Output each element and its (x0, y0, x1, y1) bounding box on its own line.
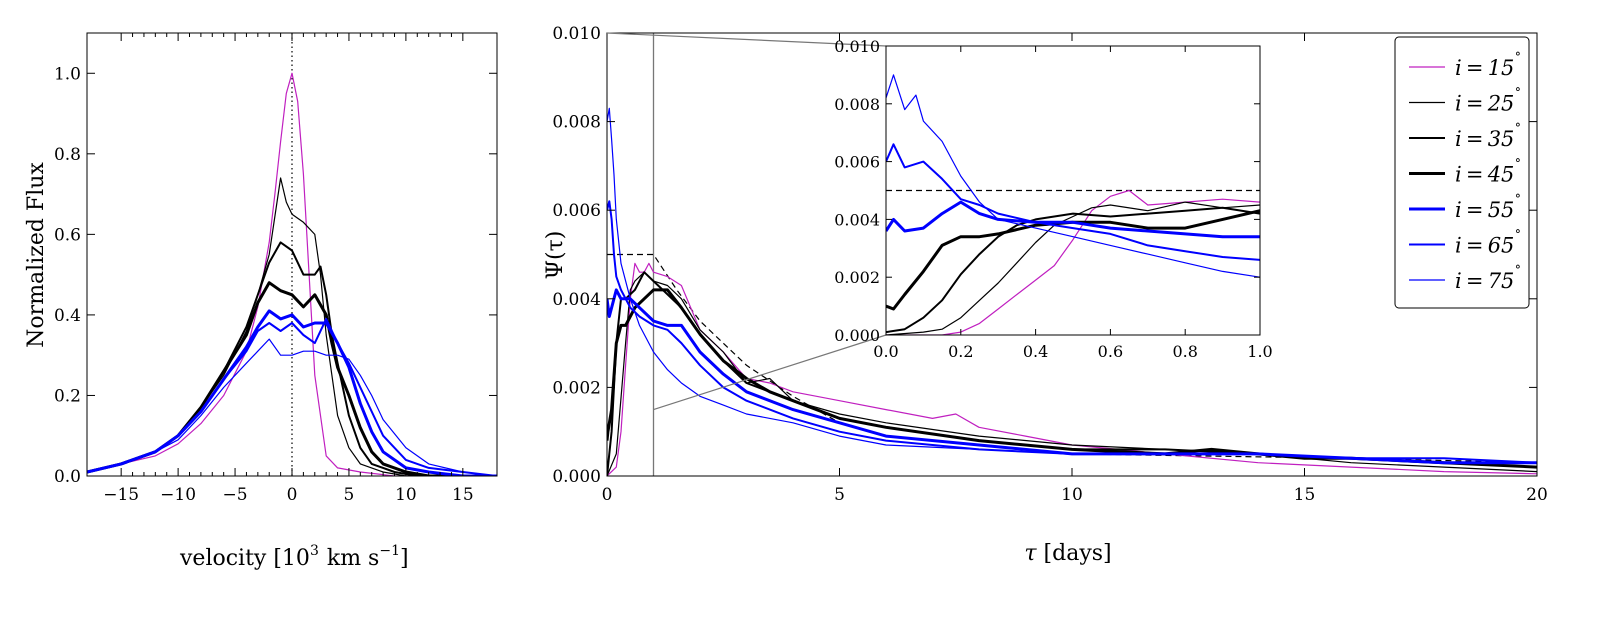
left-ytick-label: 0.0 (54, 467, 81, 487)
legend-label: i = 65˚ (1455, 229, 1521, 258)
left-ytick-label: 0.6 (54, 225, 81, 245)
left-ytick-label: 0.8 (54, 145, 81, 165)
right-xtick-label: 15 (1294, 485, 1316, 505)
left-xtick-label: 5 (344, 485, 355, 505)
inset-xtick-label: 0.0 (873, 342, 898, 361)
inset-ytick-label: 0.004 (834, 210, 880, 229)
inset-ytick-label: 0.002 (834, 268, 880, 287)
inset-series-i-35 (886, 206, 1260, 334)
zoom-connector-top (606, 32, 887, 47)
left-series-i-75 (87, 338, 497, 476)
left-xtick-label: −15 (103, 485, 139, 505)
left-xtick-label: −5 (223, 485, 248, 505)
legend-label: i = 75˚ (1455, 264, 1521, 293)
legend-degree: ˚ (1514, 51, 1521, 68)
legend-box (1394, 36, 1530, 309)
legend-label: i = 55˚ (1455, 193, 1521, 222)
right-xtick-label: 5 (834, 485, 845, 505)
inset-series-i-15 (886, 189, 1260, 335)
inset-xtick-label: 0.2 (948, 342, 973, 361)
inset-xtick-label: 0.8 (1172, 342, 1197, 361)
right-ytick-label: 0.000 (552, 467, 601, 487)
left-xlabel-close: ] (400, 546, 409, 571)
legend-label: i = 25˚ (1455, 87, 1521, 116)
legend-degree: ˚ (1514, 229, 1521, 246)
right-series-group (607, 33, 1537, 476)
left-xtick-label: 10 (395, 485, 417, 505)
right-xlabel-symbol: τ (1024, 541, 1037, 566)
inset-plot-area (886, 46, 1260, 335)
inset-series-i-45 (886, 209, 1260, 311)
left-ylabel: Normalized Flux (24, 162, 49, 348)
right-series-i-75 (607, 107, 1537, 464)
inset-ytick-label: 0.010 (834, 37, 880, 56)
right-xtick-label: 10 (1061, 485, 1083, 505)
inset-series-i-75 (886, 74, 1260, 278)
left-series-i-65 (87, 317, 497, 476)
inset-xtick-label: 1.0 (1247, 342, 1272, 361)
legend-degree: ˚ (1514, 122, 1521, 139)
left-ytick-label: 0.4 (54, 306, 81, 326)
right-xlabel-rest: [days] (1037, 541, 1112, 566)
left-ytick-label: 1.0 (54, 64, 81, 84)
right-ytick-label: 0.004 (552, 290, 601, 310)
legend-label: i = 35˚ (1455, 122, 1521, 151)
right-ytick-label: 0.010 (552, 24, 601, 44)
legend-degree: ˚ (1514, 193, 1521, 210)
left-ytick-label: 0.2 (54, 386, 81, 406)
legend-degree: ˚ (1514, 87, 1521, 104)
legend: i = 15˚ i = 25˚ i = 35˚ i = 45˚ i = 55˚ i = 6… (1394, 36, 1530, 309)
right-ylabel: Ψ(τ) (543, 231, 568, 280)
inset-ytick-label: 0.008 (834, 95, 880, 114)
transfer-function-inset: 0.0 0.2 0.4 0.6 0.8 1.0 0.000 0.002 0.004 0.006 0.… (606, 32, 1273, 411)
left-xtick-label: −10 (160, 485, 196, 505)
left-xlabel-main: velocity [10 (179, 546, 310, 571)
legend-label: i = 45˚ (1455, 158, 1521, 187)
left-series-i-15 (87, 72, 497, 476)
legend-degree: ˚ (1514, 158, 1521, 175)
inset-series-group (886, 74, 1260, 335)
right-ytick-label: 0.008 (552, 113, 601, 133)
left-xlabel-exp: −1 (379, 543, 400, 559)
left-series-i-45 (87, 281, 497, 476)
right-xtick-label: 20 (1526, 485, 1548, 505)
right-xlabel: τ [days] (1024, 541, 1111, 566)
inset-xtick-label: 0.4 (1023, 342, 1048, 361)
left-xtick-label: 15 (452, 485, 474, 505)
inset-ytick-label: 0.000 (834, 326, 880, 345)
right-ytick-label: 0.006 (552, 201, 601, 221)
inset-series-i-25 (886, 201, 1260, 335)
inset-xtick-label: 0.6 (1098, 342, 1123, 361)
legend-label: i = 15˚ (1455, 51, 1521, 80)
inset-ytick-label: 0.006 (834, 153, 880, 172)
zoom-connector-bottom (653, 334, 887, 411)
left-xlabel: velocity [103 km s−1] (179, 543, 409, 571)
right-ytick-label: 0.002 (552, 378, 601, 398)
left-xlabel-unit: km s (327, 546, 379, 571)
line-profile-panel: −15 −10 −5 0 5 10 15 0.0 0.2 0.4 0.6 0.8 1.0 (54, 32, 498, 505)
legend-degree: ˚ (1514, 264, 1521, 281)
inset-frame (885, 45, 1261, 336)
left-xlabel-sup: 3 (310, 543, 319, 559)
right-xtick-label: 0 (602, 485, 613, 505)
inset-series-i-65 (886, 143, 1260, 261)
left-xtick-label: 0 (287, 485, 298, 505)
